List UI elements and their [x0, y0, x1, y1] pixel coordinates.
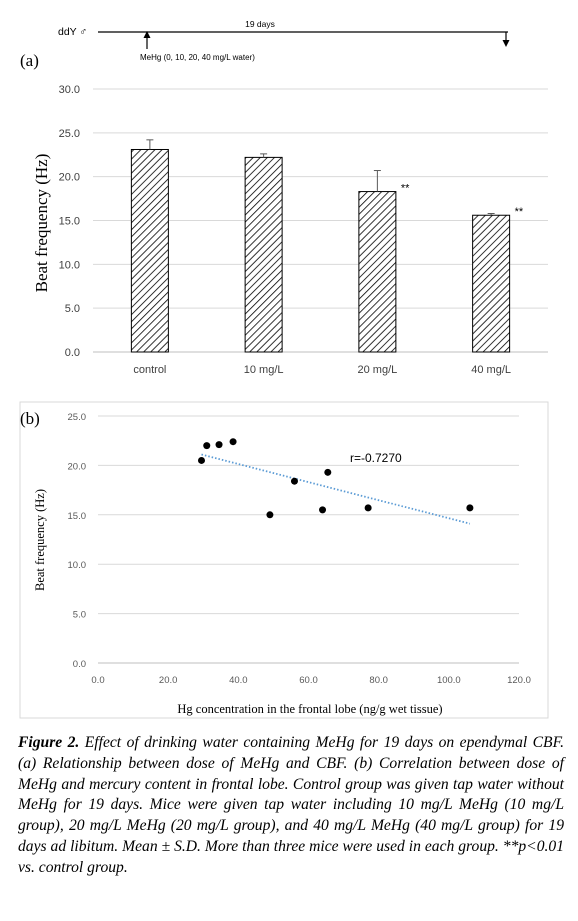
scatter-point [197, 456, 205, 464]
panel-b-label: (b) [20, 409, 40, 428]
duration-label: 19 days [245, 19, 275, 29]
scatter-x-tick-label: 120.0 [507, 675, 531, 686]
scatter-point [319, 506, 327, 514]
scatter-point [324, 468, 332, 476]
end-arrow-icon [502, 40, 510, 47]
trendline-line [201, 453, 471, 525]
timeline: ddY ♂ 19 days MeHg (0, 10, 20, 40 mg/L w… [58, 19, 510, 62]
bar-y-tick-label: 15.0 [59, 216, 80, 228]
bar-y-tick-label: 10.0 [59, 259, 80, 271]
bars [130, 148, 511, 353]
scatter-y-tick-label: 15.0 [68, 511, 87, 522]
bar-chart-panel: (a) Beat frequency (Hz) 0.0 5.0 10.0 15.0 20… [20, 51, 548, 376]
scatter-x-tick-label: 100.0 [437, 675, 461, 686]
bar-y-tick-label: 30.0 [59, 84, 80, 96]
scatter-x-tick-label: 40.0 [229, 675, 248, 686]
scatter-y-tick-label: 25.0 [68, 412, 87, 423]
bar-y-tick-label: 5.0 [65, 303, 80, 315]
caption-label: Figure 2. [18, 734, 80, 751]
scatter-y-tick-label: 5.0 [73, 610, 86, 621]
scatter-y-tick-labels: 0.0 5.0 10.0 15.0 20.0 25.0 [68, 412, 87, 670]
bar-x-tick-label: 20 mg/L [358, 364, 398, 376]
scatter-point [364, 504, 372, 512]
scatter-points [197, 438, 474, 519]
scatter-x-tick-labels: 0.0 20.0 40.0 60.0 80.0 100.0 120.0 [91, 675, 531, 686]
significance-label: ** [515, 206, 524, 218]
scatter-x-axis-label: Hg concentration in the frontal lobe (ng… [177, 702, 442, 716]
bar [244, 156, 283, 353]
scatter-y-tick-label: 10.0 [68, 560, 87, 571]
scatter-point [266, 511, 274, 519]
scatter-y-tick-label: 0.0 [73, 659, 86, 670]
scatter-point [290, 477, 298, 485]
figure-caption: Figure 2. Effect of drinking water conta… [18, 733, 564, 879]
bar [358, 191, 397, 353]
bar [472, 214, 511, 353]
trendline [201, 453, 471, 525]
scatter-y-axis-label: Beat frequency (Hz) [33, 489, 47, 591]
bar-x-tick-label: control [133, 364, 166, 376]
bar-y-tick-label: 25.0 [59, 128, 80, 140]
animal-label: ddY ♂ [58, 26, 87, 38]
scatter-x-tick-label: 60.0 [299, 675, 318, 686]
caption-text: Effect of drinking water containing MeHg… [18, 734, 564, 876]
scatter-x-tick-label: 0.0 [91, 675, 104, 686]
significance-label: ** [401, 183, 410, 195]
scatter-frame [19, 401, 549, 719]
bar-y-tick-labels: 0.0 5.0 10.0 15.0 20.0 25.0 30.0 [59, 84, 80, 359]
scatter-point [215, 441, 223, 449]
bar-x-tick-label: 40 mg/L [471, 364, 511, 376]
bar-y-tick-label: 20.0 [59, 172, 80, 184]
bar-y-axis-label: Beat frequency (Hz) [32, 154, 51, 293]
bar [130, 148, 169, 353]
scatter-gridlines [98, 415, 519, 664]
scatter-point [466, 504, 474, 512]
scatter-y-tick-label: 20.0 [68, 461, 87, 472]
panel-a-label: (a) [20, 51, 39, 70]
error-bars [146, 139, 495, 216]
bar-x-tick-labels: control 10 mg/L 20 mg/L 40 mg/L [133, 364, 511, 376]
scatter-chart-panel: (b) Beat frequency (Hz) Hg concentration… [19, 401, 549, 719]
correlation-annotation: r=-0.7270 [350, 451, 402, 465]
bar-y-tick-label: 0.0 [65, 347, 80, 359]
significance-labels: ** ** [401, 183, 524, 219]
scatter-x-tick-label: 80.0 [369, 675, 388, 686]
bar-x-tick-label: 10 mg/L [244, 364, 284, 376]
start-arrow-icon [143, 31, 151, 38]
treatment-label: MeHg (0, 10, 20, 40 mg/L water) [140, 53, 255, 62]
scatter-point [229, 438, 237, 446]
scatter-x-tick-label: 20.0 [159, 675, 178, 686]
scatter-point [203, 442, 211, 450]
